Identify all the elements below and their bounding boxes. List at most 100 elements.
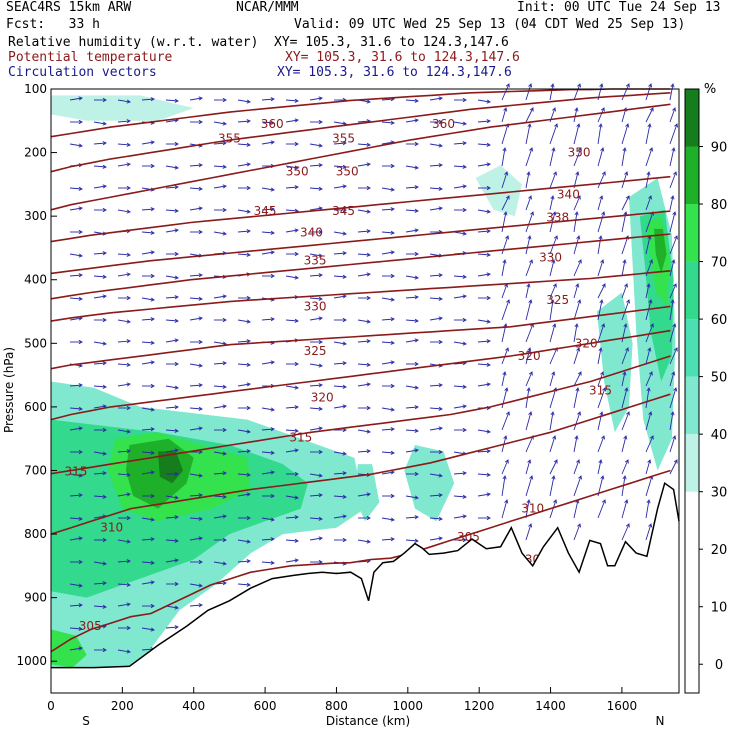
circulation-vector-109	[165, 209, 179, 212]
circulation-vector-497	[597, 123, 602, 145]
circulation-vector-head-1	[78, 119, 83, 125]
theta-label-2: 355	[332, 132, 355, 146]
circulation-vector-571	[669, 387, 677, 409]
circulation-vector-247	[309, 187, 323, 190]
x-end-label: N	[656, 714, 665, 728]
circulation-vector-406	[477, 383, 491, 387]
circulation-vector-200	[261, 121, 275, 124]
circulation-vector-53	[117, 120, 131, 123]
circulation-vector-385	[453, 385, 467, 388]
circulation-vector-114	[165, 319, 179, 322]
circulation-vector-122	[165, 495, 179, 499]
circulation-vector-440	[525, 235, 531, 255]
circulation-vector-head-354	[438, 163, 443, 168]
circulation-vector-47	[93, 561, 107, 565]
circulation-vector-head-527	[625, 347, 629, 352]
circulation-vector-256	[309, 384, 323, 387]
circulation-vector-92	[141, 407, 155, 411]
circulation-vector-head-220	[270, 560, 275, 565]
circulation-vector-head-342	[414, 361, 419, 367]
circulation-vector-561	[669, 171, 677, 189]
circulation-vector-314	[381, 208, 395, 211]
circulation-vector-head-27	[102, 121, 107, 126]
theta-label-10: 340	[300, 226, 323, 240]
circulation-vector-head-201	[270, 140, 275, 145]
circulation-vector-13	[69, 384, 83, 387]
circulation-vector-203	[261, 187, 275, 191]
circulation-vector-482	[573, 259, 582, 277]
circulation-vector-383	[453, 341, 467, 345]
circulation-vector-269	[333, 185, 347, 189]
circulation-vector-515	[621, 83, 630, 101]
circulation-vector-505	[597, 299, 603, 321]
circulation-vector-559	[669, 123, 678, 145]
circulation-vector-head-6	[78, 229, 83, 235]
circulation-vector-head-115	[174, 338, 179, 343]
circulation-vector-30	[93, 185, 107, 189]
circulation-vector-133	[189, 187, 203, 190]
circulation-vector-34	[93, 275, 107, 278]
circulation-vector-head-8	[78, 273, 83, 278]
circulation-vector-head-172	[222, 514, 227, 519]
circulation-vector-head-467	[551, 371, 556, 376]
circulation-vector-489	[573, 411, 581, 431]
circulation-vector-head-420	[505, 235, 510, 240]
circulation-vector-head-377	[462, 207, 467, 213]
circulation-vector-head-505	[599, 299, 604, 304]
circulation-vector-head-320	[390, 340, 395, 345]
colorbar-unit: %	[704, 82, 716, 97]
circulation-vector-head-80	[150, 140, 155, 145]
x-tick-label-1600: 1600	[607, 699, 638, 713]
circulation-vector-216	[261, 471, 275, 475]
circulation-vector-head-553	[647, 459, 652, 464]
circulation-vector-head-574	[673, 459, 678, 464]
circulation-vector-125	[165, 559, 179, 563]
theta-label-16: 325	[304, 344, 327, 358]
circulation-vector-head-14	[78, 406, 83, 411]
theta-label-14: 330	[304, 299, 327, 313]
circulation-vector-57	[117, 209, 131, 213]
circulation-vector-head-381	[462, 294, 467, 299]
circulation-vector-head-539	[649, 147, 654, 152]
circulation-vector-head-307	[366, 539, 371, 544]
circulation-vector-469	[549, 411, 554, 431]
circulation-vector-head-367	[438, 449, 443, 455]
theta-label-12: 335	[304, 254, 327, 268]
circulation-vector-head-437	[526, 171, 531, 176]
circulation-vector-524	[621, 283, 628, 299]
circulation-vector-head-217	[270, 493, 275, 499]
circulation-vector-head-305	[366, 492, 371, 497]
circulation-vector-head-312	[390, 163, 395, 169]
circulation-vector-394	[477, 120, 491, 123]
circulation-vector-head-203	[270, 187, 275, 192]
circulation-vector-head-435	[527, 123, 532, 128]
circulation-vector-head-434	[529, 107, 534, 112]
circulation-vector-head-57	[126, 209, 131, 214]
circulation-vector-head-145	[198, 449, 203, 455]
circulation-vector-head-352	[438, 119, 443, 125]
circulation-vector-174	[213, 561, 227, 565]
circulation-vector-215	[261, 451, 275, 454]
circulation-vector-14	[69, 407, 83, 410]
circulation-vector-head-295	[366, 272, 371, 277]
circulation-vector-head-253	[318, 316, 323, 321]
circulation-vector-537	[645, 107, 654, 123]
circulation-vector-head-405	[486, 362, 491, 367]
circulation-vector-head-277	[342, 361, 347, 366]
circulation-vector-head-528	[622, 371, 627, 376]
circulation-vector-head-209	[270, 317, 275, 322]
circulation-vector-head-441	[529, 259, 533, 264]
circulation-vector-head-283	[342, 494, 347, 499]
circulation-vector-572	[669, 411, 674, 431]
circulation-vector-146	[189, 473, 203, 477]
circulation-vector-62	[117, 319, 131, 323]
circulation-vector-427	[501, 387, 508, 409]
colorbar-tick-label-0: 0	[715, 658, 723, 673]
circulation-vector-396	[477, 163, 491, 167]
circulation-vector-head-518	[622, 147, 627, 152]
circulation-vector-head-47	[102, 561, 107, 566]
circulation-vector-171	[213, 495, 227, 498]
circulation-vector-87	[141, 297, 155, 301]
circulation-vector-head-193	[246, 472, 251, 477]
circulation-vector-321	[381, 361, 395, 365]
